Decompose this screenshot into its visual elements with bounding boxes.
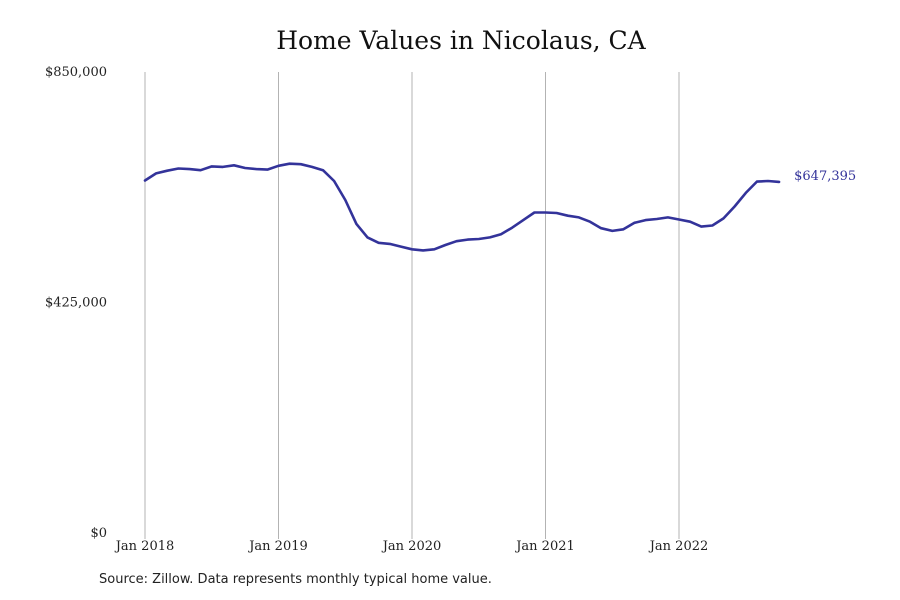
vertical-gridlines: [144, 72, 680, 539]
x-axis-tick-labels: Jan 2018 Jan 2019 Jan 2020 Jan 2021 Jan 2022: [114, 539, 709, 554]
source-note: Source: Zillow. Data represents monthly …: [99, 572, 492, 587]
y-tick-label: $0: [90, 526, 107, 541]
x-tick-label: Jan 2021: [514, 539, 575, 554]
x-tick-label: Jan 2022: [648, 539, 709, 554]
series-layer: [143, 162, 781, 252]
x-tick-label: Jan 2019: [247, 539, 308, 554]
y-tick-label: $425,000: [45, 296, 107, 311]
y-axis-tick-labels: $0 $425,000 $850,000: [45, 65, 107, 541]
last-value-label: $647,395: [794, 169, 856, 184]
y-tick-label: $850,000: [45, 65, 107, 80]
x-tick-label: Jan 2018: [114, 539, 175, 554]
x-tick-label: Jan 2020: [381, 539, 442, 554]
series-line: [143, 162, 781, 252]
chart-title: Home Values in Nicolaus, CA: [276, 26, 646, 55]
